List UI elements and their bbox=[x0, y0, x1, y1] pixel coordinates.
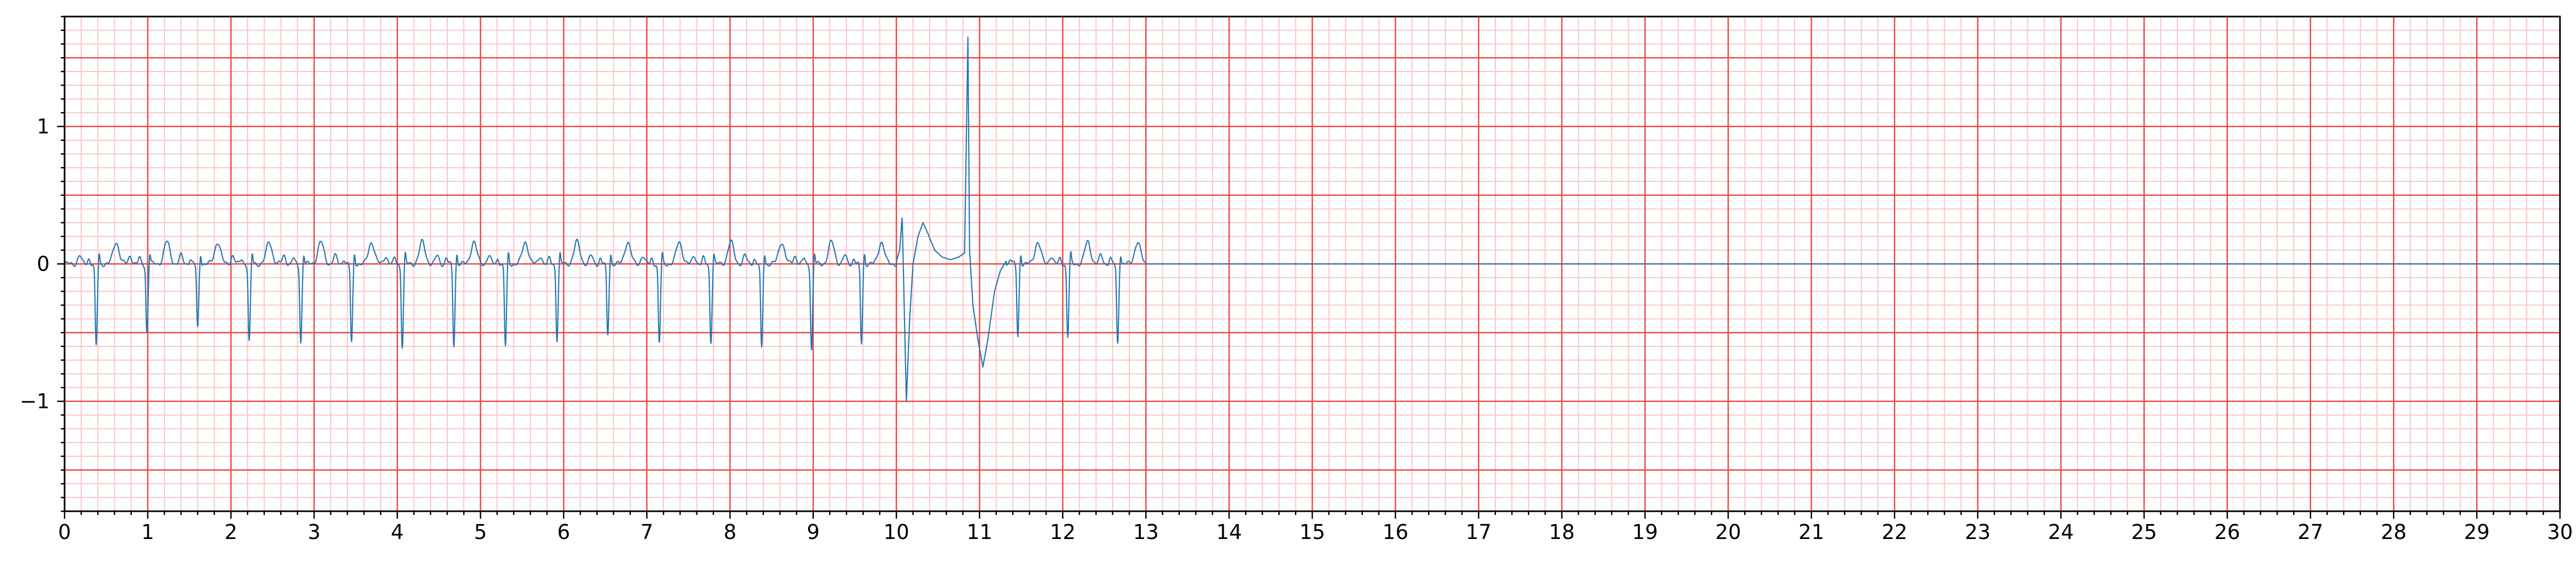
x-tick-label: 24 bbox=[2048, 520, 2074, 544]
x-tick-label: 23 bbox=[1965, 520, 1991, 544]
y-tick-label: 0 bbox=[37, 252, 50, 276]
ecg-trace bbox=[64, 36, 1147, 402]
x-tick-label: 22 bbox=[1882, 520, 1907, 544]
x-tick-label: 27 bbox=[2297, 520, 2323, 544]
x-tick-label: 6 bbox=[557, 520, 570, 544]
x-tick-label: 16 bbox=[1383, 520, 1408, 544]
x-tick-label: 28 bbox=[2381, 520, 2406, 544]
x-tick-label: 15 bbox=[1299, 520, 1325, 544]
y-tick-label: 1 bbox=[37, 115, 50, 138]
x-tick-label: 4 bbox=[391, 520, 403, 544]
x-tick-label: 10 bbox=[883, 520, 909, 544]
x-axis: 0 1 2 3 4 5 6 7 8 9 10 11 12 13 14 15 16 17 18 19 20 21 22 23 24… bbox=[58, 511, 2573, 544]
x-tick-label: 13 bbox=[1133, 520, 1159, 544]
x-tick-label: 17 bbox=[1466, 520, 1492, 544]
x-tick-label: 18 bbox=[1549, 520, 1574, 544]
x-tick-label: 2 bbox=[225, 520, 237, 544]
x-tick-label: 21 bbox=[1798, 520, 1824, 544]
x-tick-label: 7 bbox=[640, 520, 653, 544]
x-tick-label: 11 bbox=[966, 520, 992, 544]
x-tick-label: 9 bbox=[807, 520, 820, 544]
x-tick-label: 8 bbox=[724, 520, 736, 544]
x-tick-label: 0 bbox=[58, 520, 71, 544]
x-tick-label: 30 bbox=[2547, 520, 2573, 544]
x-tick-label: 20 bbox=[1715, 520, 1741, 544]
x-tick-label: 12 bbox=[1050, 520, 1075, 544]
x-tick-label: 3 bbox=[308, 520, 321, 544]
x-tick-label: 14 bbox=[1216, 520, 1242, 544]
x-tick-label: 25 bbox=[2131, 520, 2157, 544]
y-axis: −1 0 1 bbox=[20, 15, 65, 512]
x-tick-label: 19 bbox=[1632, 520, 1658, 544]
series-layer bbox=[64, 36, 2560, 402]
x-tick-label: 29 bbox=[2464, 520, 2490, 544]
x-tick-label: 1 bbox=[141, 520, 154, 544]
x-tick-label: 5 bbox=[474, 520, 487, 544]
x-tick-label: 26 bbox=[2214, 520, 2240, 544]
y-tick-label: −1 bbox=[20, 390, 50, 413]
